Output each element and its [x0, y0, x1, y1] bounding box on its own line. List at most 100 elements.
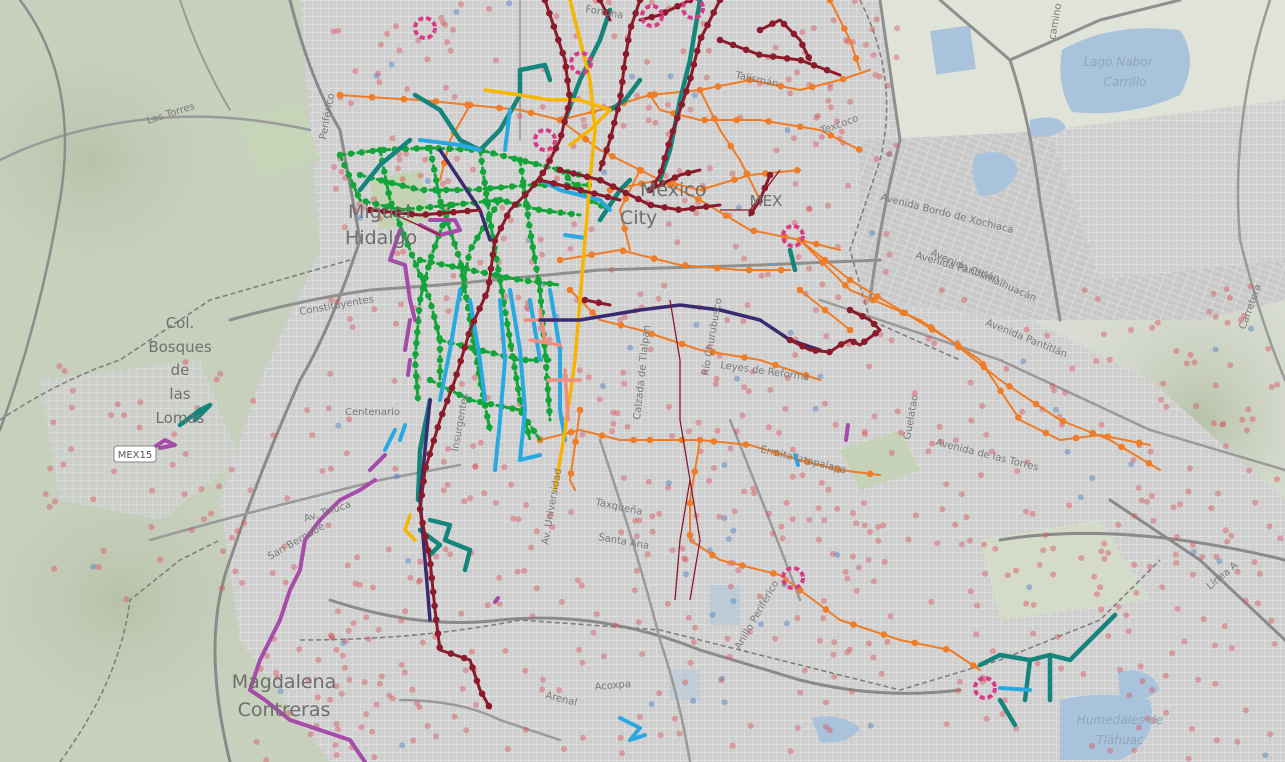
data-point	[634, 92, 641, 99]
data-point	[369, 728, 376, 735]
station-dot	[414, 328, 421, 336]
station-dot	[381, 168, 388, 175]
station-dot	[436, 367, 444, 375]
station-dot	[422, 464, 430, 471]
data-point	[817, 373, 824, 380]
data-point	[758, 272, 765, 279]
data-point	[396, 47, 403, 54]
data-point	[1148, 493, 1155, 499]
hidalgo-label: Hidalgo	[345, 227, 417, 249]
data-point	[1064, 448, 1071, 455]
data-point	[467, 495, 474, 502]
data-point	[590, 629, 597, 636]
data-point	[234, 528, 241, 534]
station-dot	[690, 61, 698, 68]
station-dot	[709, 551, 716, 559]
data-point	[647, 346, 654, 353]
data-point	[791, 219, 798, 226]
data-point	[682, 556, 689, 563]
data-point	[546, 336, 553, 343]
data-point	[1212, 642, 1219, 649]
data-point	[433, 733, 439, 740]
data-point	[822, 724, 829, 730]
station-dot	[416, 204, 423, 212]
data-point	[861, 428, 868, 435]
data-point	[792, 180, 799, 187]
highway-shield: MEX15	[113, 445, 157, 463]
data-point	[878, 670, 885, 677]
data-point	[645, 104, 652, 111]
station-dot	[1118, 443, 1125, 451]
data-point	[789, 473, 796, 480]
data-point	[501, 464, 508, 471]
station-dot	[657, 168, 665, 175]
data-point	[169, 461, 176, 468]
magdalena-label-2: Contreras	[238, 699, 331, 721]
station-dot	[839, 75, 847, 83]
station-dot	[1006, 383, 1013, 390]
station-dot	[413, 372, 420, 380]
data-point	[1266, 523, 1273, 530]
data-point	[463, 727, 470, 734]
station-dot	[427, 560, 434, 568]
station-dot	[696, 436, 704, 444]
data-point	[220, 548, 226, 555]
data-point	[486, 5, 493, 12]
data-point	[830, 651, 837, 658]
data-point	[328, 633, 335, 640]
station-dot	[385, 189, 392, 197]
data-point	[1210, 420, 1217, 427]
data-point	[1003, 365, 1010, 372]
data-point	[758, 621, 765, 628]
data-point	[1187, 465, 1193, 472]
station-dot	[373, 200, 380, 208]
data-point	[1042, 532, 1049, 539]
station-dot	[449, 263, 456, 270]
data-point	[629, 73, 635, 80]
data-point	[392, 465, 399, 472]
station-dot	[739, 562, 746, 569]
station-dot	[416, 505, 424, 513]
station-dot	[697, 34, 705, 41]
data-point	[333, 646, 340, 653]
station-dot	[453, 371, 460, 378]
data-point	[943, 481, 950, 488]
data-point	[1222, 527, 1229, 534]
station-dot	[671, 174, 679, 181]
data-point	[443, 295, 450, 302]
data-point	[750, 485, 757, 492]
data-point	[797, 689, 804, 696]
data-point	[1091, 573, 1098, 580]
data-point	[1123, 612, 1130, 619]
data-point	[1248, 325, 1255, 332]
data-point	[1193, 403, 1200, 410]
data-point	[934, 540, 941, 547]
data-point	[389, 135, 396, 142]
data-point	[825, 202, 831, 209]
data-point	[515, 294, 522, 301]
data-point	[523, 502, 530, 508]
data-point	[111, 468, 118, 475]
data-point	[346, 416, 353, 423]
data-point	[549, 524, 556, 530]
data-point	[855, 564, 862, 571]
data-point	[1212, 382, 1219, 389]
data-point	[360, 204, 367, 211]
data-point	[739, 412, 746, 419]
data-point	[792, 351, 799, 358]
station-dot	[627, 23, 635, 30]
station-dot	[412, 261, 420, 269]
station-dot	[464, 207, 471, 215]
data-point	[886, 251, 893, 258]
data-point	[632, 517, 639, 524]
station-dot	[535, 279, 543, 286]
station-dot	[1015, 414, 1022, 421]
station-dot	[866, 470, 874, 478]
data-point	[60, 461, 67, 468]
station-dot	[341, 161, 348, 169]
station-dot	[490, 350, 497, 357]
station-dot	[713, 264, 721, 272]
data-point	[384, 30, 390, 37]
station-dot	[731, 176, 738, 183]
